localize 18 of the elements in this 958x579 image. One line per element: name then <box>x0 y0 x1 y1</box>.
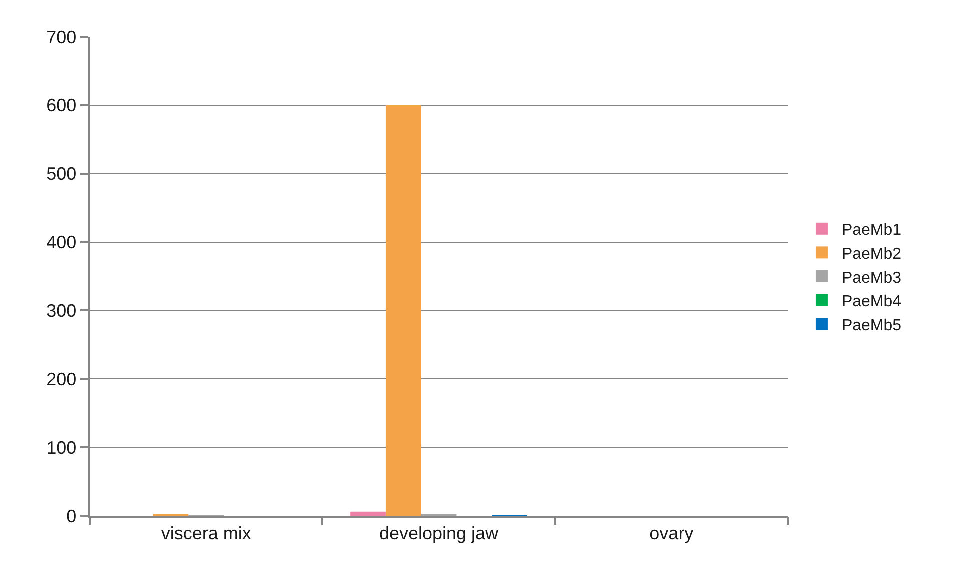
legend-label: PaeMb4 <box>842 294 902 311</box>
legend-label: PaeMb5 <box>842 317 902 334</box>
legend-label: PaeMb3 <box>842 270 902 287</box>
y-tick-label: 700 <box>46 27 77 48</box>
y-tick-label: 600 <box>46 96 77 116</box>
y-tick-label: 0 <box>66 506 77 526</box>
bar <box>350 512 386 516</box>
y-tick-label: 200 <box>46 369 77 390</box>
x-tick-label: viscera mix <box>161 523 252 544</box>
x-tick-label: ovary <box>650 523 694 544</box>
bar <box>386 105 422 516</box>
y-tick-label: 500 <box>46 164 77 184</box>
y-tick-label: 400 <box>46 232 77 253</box>
y-tick-label: 100 <box>46 438 77 458</box>
y-tick-label: 300 <box>46 301 77 322</box>
x-tick-label: developing jaw <box>379 523 500 544</box>
legend-label: PaeMb1 <box>842 222 902 240</box>
legend-label: PaeMb2 <box>842 246 902 263</box>
